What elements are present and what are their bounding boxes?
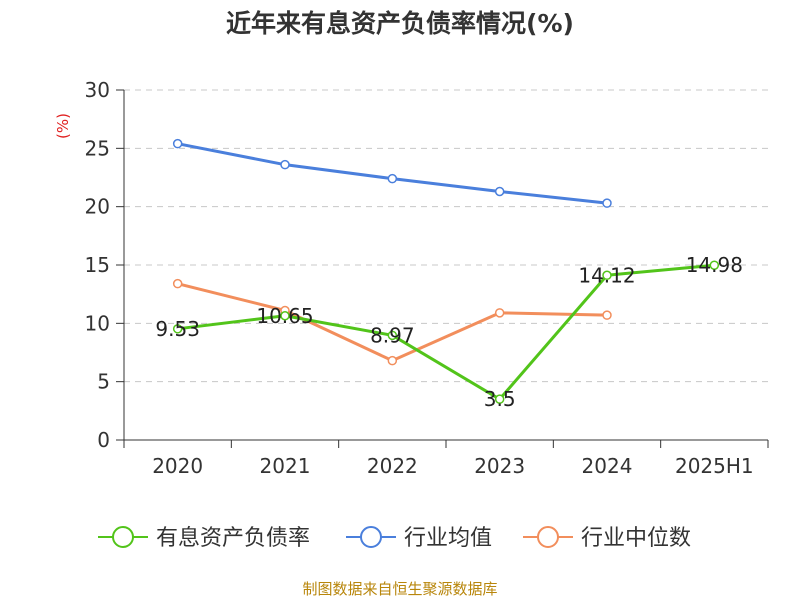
data-point	[709, 260, 720, 270]
legend-label: 行业中位数	[581, 526, 691, 551]
x-tick-label: 2023	[474, 454, 525, 478]
x-tick-label: 2020	[152, 454, 203, 478]
series-lines	[172, 138, 720, 404]
legend-label: 行业均值	[404, 526, 492, 551]
axes: 0 5 10 15 20 25 30 2020 2021 2022 2023 2024 2025H1	[85, 78, 769, 478]
legend-label: 有息资产负债率	[156, 526, 310, 551]
data-label: 14.12	[578, 263, 635, 287]
data-point	[494, 394, 505, 404]
y-axis-unit-label: (%)	[54, 113, 72, 139]
data-label: 9.53	[155, 317, 200, 341]
y-tick-label: 15	[85, 253, 110, 277]
data-point	[172, 138, 183, 149]
data-point	[172, 278, 183, 289]
series-line	[177, 263, 715, 401]
legend: 有息资产负债率 行业均值 行业中位数	[98, 526, 691, 551]
data-point	[494, 308, 505, 318]
chart-title: 近年来有息资产负债率情况(%)	[226, 9, 574, 38]
y-tick-label: 0	[97, 428, 110, 452]
x-tick-label: 2021	[260, 454, 311, 478]
legend-marker	[112, 526, 134, 548]
data-point	[494, 186, 505, 197]
data-label: 8.97	[370, 323, 415, 347]
y-tick-label: 10	[85, 311, 110, 335]
data-point	[280, 311, 290, 321]
x-tick-label: 2025H1	[675, 454, 754, 478]
data-label: 14.98	[686, 253, 743, 277]
y-tick-label: 5	[97, 370, 110, 394]
data-point	[602, 198, 612, 208]
data-point	[602, 270, 612, 281]
data-point	[280, 159, 290, 170]
y-tick-label: 30	[85, 78, 110, 102]
data-point	[387, 330, 398, 341]
x-tick-label: 2024	[582, 454, 633, 478]
data-point	[602, 310, 612, 320]
data-labels: 9.53 10.65 8.97 3.5 14.12 14.98	[155, 253, 743, 411]
series-line	[177, 142, 608, 205]
source-note: 制图数据来自恒生聚源数据库	[302, 580, 498, 598]
y-tick-label: 20	[85, 195, 110, 219]
gridlines	[124, 89, 768, 383]
x-tick-label: 2022	[367, 454, 418, 478]
legend-marker	[360, 526, 382, 548]
data-point	[387, 173, 398, 184]
legend-marker	[537, 526, 559, 548]
data-label: 3.5	[484, 387, 516, 411]
data-point	[172, 324, 183, 334]
y-tick-label: 25	[85, 136, 110, 160]
data-label: 10.65	[256, 304, 313, 328]
data-point	[387, 355, 398, 366]
